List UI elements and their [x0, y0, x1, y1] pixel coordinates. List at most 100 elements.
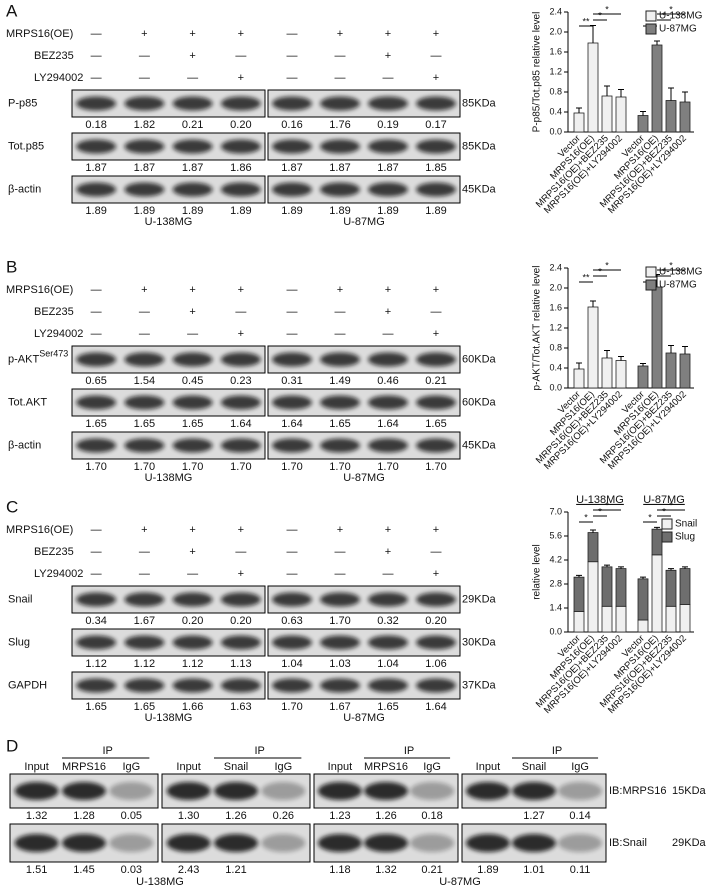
band-quantification: 1.01 — [523, 864, 544, 876]
significance-label: ** — [582, 16, 590, 26]
legend-label: U-138MG — [659, 11, 703, 22]
bar — [637, 365, 649, 389]
legend-label: U-138MG — [659, 267, 703, 278]
cell-line-label: U-138MG — [145, 472, 193, 484]
band — [368, 139, 408, 154]
band — [76, 592, 117, 607]
band — [76, 635, 117, 650]
band — [220, 678, 261, 693]
treatment-sign: + — [433, 72, 439, 84]
y-tick-label: 4.2 — [549, 554, 562, 564]
significance-label: * — [598, 506, 602, 516]
treatment-sign: + — [189, 524, 195, 536]
treatment-sign: + — [337, 28, 343, 40]
significance-label: * — [662, 506, 666, 516]
treatment-sign: — — [287, 306, 298, 318]
y-tick-label: 1.4 — [549, 602, 562, 612]
treatment-label: BEZ235 — [34, 50, 74, 62]
band — [220, 395, 261, 410]
band-quantification: 1.03 — [329, 658, 350, 670]
band-quantification: 0.20 — [182, 615, 203, 627]
error-bar — [682, 91, 688, 102]
treatment-sign: — — [335, 568, 346, 580]
blot-name: p-AKT — [8, 353, 39, 365]
treatment-label: BEZ235 — [34, 306, 74, 318]
band-quantification: 1.70 — [85, 461, 106, 473]
band-quantification: 0.20 — [230, 119, 251, 131]
band-quantification: 0.23 — [230, 375, 251, 387]
band-quantification: 1.89 — [230, 205, 251, 217]
legend-label: U-87MG — [659, 24, 697, 35]
band — [410, 782, 455, 800]
bar — [637, 619, 649, 633]
band-quantification: 0.20 — [230, 615, 251, 627]
band-quantification: 0.34 — [85, 615, 106, 627]
band — [368, 182, 408, 197]
band-quantification: 1.70 — [329, 615, 350, 627]
treatment-sign: — — [235, 306, 246, 318]
band-quantification: 0.21 — [425, 375, 446, 387]
bar — [615, 360, 627, 389]
y-tick-label: 2.0 — [549, 282, 562, 292]
treatment-sign: — — [91, 524, 102, 536]
band-quantification: 2.43 — [178, 864, 199, 876]
band-quantification: 1.12 — [182, 658, 203, 670]
blot-label: Tot.AKT — [8, 396, 47, 408]
lane-label: Input — [328, 761, 352, 773]
bar — [601, 605, 613, 633]
treatment-sign: + — [433, 328, 439, 340]
band-quantification: 1.27 — [523, 810, 544, 822]
ip-label: IP — [552, 745, 562, 757]
significance-label: * — [662, 10, 666, 20]
treatment-sign: + — [189, 284, 195, 296]
significance-label: * — [605, 260, 609, 270]
band-quantification: 1.49 — [329, 375, 350, 387]
cell-line-label: U-87MG — [343, 216, 385, 228]
legend-label: Slug — [675, 532, 695, 543]
band — [172, 139, 213, 154]
error-bar — [668, 345, 674, 353]
lane-label: Input — [176, 761, 200, 773]
error-bar — [604, 564, 610, 567]
lane-label: MRPS16 — [364, 761, 408, 773]
band-quantification: 1.87 — [85, 162, 106, 174]
error-bar — [590, 300, 596, 307]
blot-superscript: Ser473 — [39, 349, 68, 359]
band — [261, 782, 306, 800]
band — [320, 139, 360, 154]
band — [124, 96, 165, 111]
panel-label: B — [6, 257, 17, 276]
band-quantification: 1.28 — [73, 810, 94, 822]
treatment-label: LY294002 — [34, 328, 83, 340]
band-quantification: 1.87 — [182, 162, 203, 174]
error-bar — [682, 346, 688, 354]
treatment-sign: — — [287, 28, 298, 40]
band-quantification: 1.13 — [230, 658, 251, 670]
treatment-sign: + — [337, 284, 343, 296]
treatment-sign: — — [91, 72, 102, 84]
y-tick-label: 1.6 — [549, 302, 562, 312]
band — [124, 182, 165, 197]
y-tick-label: 0.8 — [549, 342, 562, 352]
band-quantification: 1.70 — [281, 461, 302, 473]
band-quantification: 1.65 — [134, 701, 155, 713]
treatment-sign: — — [187, 568, 198, 580]
y-tick-label: 5.6 — [549, 530, 562, 540]
band-quantification: 1.65 — [329, 418, 350, 430]
treatment-sign: — — [287, 328, 298, 340]
band — [465, 834, 510, 852]
bar — [615, 96, 627, 133]
legend-swatch — [645, 279, 657, 291]
legend-swatch — [645, 10, 657, 22]
blot-name: Slug — [8, 636, 30, 648]
band — [416, 96, 456, 111]
bar — [587, 306, 599, 389]
treatment-sign: — — [139, 306, 150, 318]
band — [512, 782, 556, 800]
treatment-sign: + — [189, 546, 195, 558]
y-tick-label: 2.4 — [549, 262, 562, 272]
error-bar — [576, 362, 582, 369]
band — [76, 139, 117, 154]
